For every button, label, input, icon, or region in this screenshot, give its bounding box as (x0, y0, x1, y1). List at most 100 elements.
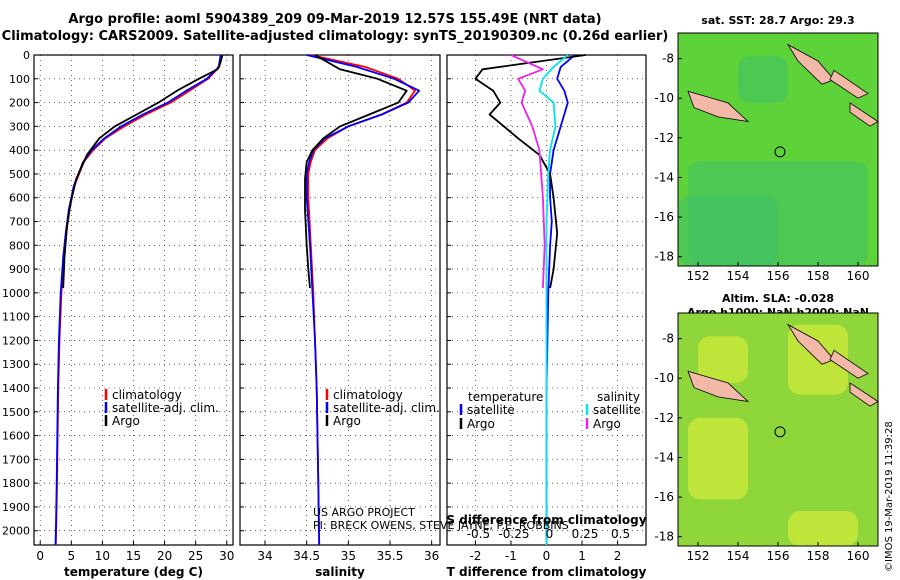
sla-map-title1: Altim. SLA: -0.028 (721, 292, 835, 305)
depth-tick-label: 1300 (2, 358, 30, 371)
difference-x2tick-label: -0.25 (498, 527, 529, 541)
temperature-xtick-label: 10 (95, 549, 110, 563)
sst-map-land (687, 90, 750, 123)
temperature-legend-label: satellite-adj. clim. (112, 401, 219, 415)
depth-tick-label: 1500 (2, 406, 30, 419)
depth-tick-label: 400 (9, 144, 30, 157)
depth-tick-label: 1700 (2, 453, 30, 466)
sla-map-lon-label: 156 (767, 549, 790, 563)
depth-tick-label: 0 (23, 49, 30, 62)
title-line2: Climatology: CARS2009. Satellite-adjuste… (1, 29, 669, 44)
depth-tick-label: 700 (9, 216, 30, 229)
salinity-legend-label: climatology (333, 388, 403, 402)
temperature-xtick-label: 0 (36, 549, 44, 563)
difference-series-s-argo (510, 54, 546, 289)
sla-map-field-patch (688, 417, 748, 500)
temperature-xtick-label: 20 (157, 549, 172, 563)
difference-legend-label: satellite (593, 403, 641, 417)
sst-map-land (849, 102, 879, 127)
sst-map-lat-label: -16 (654, 210, 674, 224)
depth-tick-label: 300 (9, 120, 30, 133)
difference-xtick-label: -1 (505, 549, 517, 563)
difference-xtick-label: -2 (469, 549, 481, 563)
difference-legend-label: Argo (467, 417, 495, 431)
salinity-xtick-label: 35.5 (377, 549, 404, 563)
depth-tick-label: 100 (9, 73, 30, 86)
sst-map-lon-label: 154 (727, 269, 750, 283)
sla-map-lon-label: 160 (847, 549, 870, 563)
difference-x2tick-label: -0.5 (467, 527, 490, 541)
temperature-xtick-label: 25 (188, 549, 203, 563)
depth-tick-label: 800 (9, 239, 30, 252)
sst-map-field-patch (678, 196, 778, 266)
temperature-xtick-label: 30 (219, 549, 234, 563)
difference-legend-label: satellite (467, 403, 515, 417)
credit-imos: ©IMOS 19-Mar-2019 11:39:28 (884, 421, 895, 572)
sla-map-field-patch (698, 336, 748, 383)
sst-map-argo-marker (774, 146, 786, 158)
temperature-legend-label: climatology (112, 388, 182, 402)
salinity-legend-label: satellite-adj. clim. (333, 401, 440, 415)
difference-series-t-argo (474, 54, 586, 289)
sla-map-lat-label: -14 (654, 450, 674, 464)
depth-tick-label: 1100 (2, 311, 30, 324)
difference-legend-header-t: temperature (468, 390, 543, 404)
salinity-plot-frame (239, 54, 441, 546)
title-line1: Argo profile: aoml 5904389_209 09-Mar-20… (68, 12, 602, 27)
salinity-xtick-label: 35 (341, 549, 356, 563)
sst-map-lat-label: -10 (654, 91, 674, 105)
sla-map-lon-label: 158 (807, 549, 830, 563)
difference-x2tick-label: 0.5 (611, 527, 630, 541)
credit-project: US ARGO PROJECT (313, 506, 415, 519)
depth-tick-label: 600 (9, 192, 30, 205)
sst-map-lon-label: 158 (807, 269, 830, 283)
sst-map-lat-label: -12 (654, 131, 674, 145)
salinity-xtick-label: 36 (424, 549, 439, 563)
sst-map-title: sat. SST: 28.7 Argo: 29.3 (701, 14, 855, 27)
sst-map-lon-label: 156 (767, 269, 790, 283)
difference-x2label: S difference from climatology (446, 513, 646, 527)
sst-map-land (786, 43, 835, 85)
temperature-xtick-label: 15 (126, 549, 141, 563)
difference-legend-label: Argo (593, 417, 621, 431)
salinity-xlabel: salinity (315, 565, 365, 579)
temperature-xtick-label: 5 (67, 549, 75, 563)
sst-map-lat-label: -14 (654, 170, 674, 184)
sla-map-field-patch (788, 511, 858, 546)
depth-tick-label: 1200 (2, 334, 30, 347)
salinity-xtick-label: 34 (257, 549, 272, 563)
sla-map-land (786, 323, 835, 365)
sst-map-land (829, 69, 869, 99)
depth-tick-label: 900 (9, 263, 30, 276)
sla-map-lat-label: -16 (654, 490, 674, 504)
depth-tick-label: 1000 (2, 287, 30, 300)
difference-xtick-label: 0 (543, 549, 551, 563)
sla-map-lon-label: 152 (687, 549, 710, 563)
temperature-legend-label: Argo (112, 414, 140, 428)
salinity-xtick-label: 34.5 (293, 549, 320, 563)
depth-tick-label: 200 (9, 97, 30, 110)
salinity-series-satellite-adj-clim- (305, 54, 421, 546)
depth-tick-label: 1800 (2, 477, 30, 490)
sst-map-lon-label: 152 (687, 269, 710, 283)
sst-map-lon-label: 160 (847, 269, 870, 283)
temperature-series-argo (62, 54, 224, 289)
salinity-series-argo (304, 54, 408, 289)
difference-x2tick-label: 0 (546, 527, 554, 541)
difference-xtick-label: 1 (578, 549, 586, 563)
depth-tick-label: 1400 (2, 382, 30, 395)
sla-map-argo-marker (774, 426, 786, 438)
sla-map-lat-label: -18 (654, 530, 674, 544)
credit-pi: PI: BRECK OWENS, STEVE JAYNE, P.E. ROBBI… (313, 519, 569, 532)
sst-map-lat-label: -18 (654, 250, 674, 264)
sla-map-lat-label: -10 (654, 371, 674, 385)
temperature-xlabel: temperature (deg C) (64, 565, 203, 579)
sla-map-land (849, 382, 879, 407)
difference-legend-header-s: salinity (597, 390, 640, 404)
sst-map-lat-label: -8 (662, 52, 674, 66)
sla-map-lat-label: -8 (662, 332, 674, 346)
difference-xlabel: T difference from climatology (447, 565, 647, 579)
difference-x2tick-label: 0.25 (572, 527, 599, 541)
depth-tick-label: 1600 (2, 430, 30, 443)
